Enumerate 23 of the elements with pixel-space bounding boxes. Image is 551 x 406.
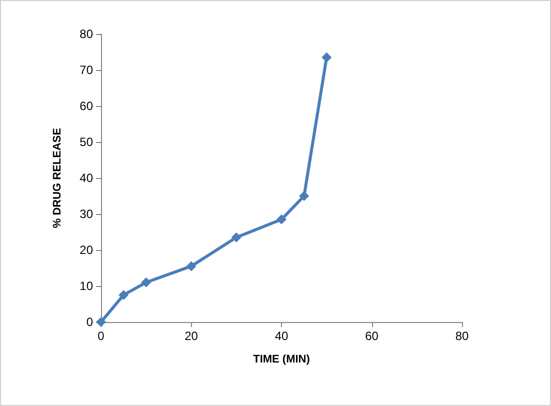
y-tick-label: 20 [80, 243, 94, 257]
y-tick-label: 70 [80, 63, 94, 77]
y-tick-label: 10 [80, 279, 94, 293]
x-tick-label: 40 [274, 329, 288, 343]
point [231, 232, 242, 242]
point [299, 191, 310, 201]
y-tick-label: 60 [80, 99, 94, 113]
x-tick-label: 20 [184, 329, 198, 343]
x-tick-label: 60 [365, 329, 379, 343]
x-tick-label: 0 [98, 329, 105, 343]
x-tick-label: 80 [455, 329, 469, 343]
y-tick-label: 40 [80, 171, 94, 185]
point [276, 214, 286, 224]
y-axis-title: % DRUG RELEASE [52, 128, 64, 228]
point [322, 52, 332, 62]
y-tick-label: 30 [80, 207, 94, 221]
point [186, 261, 196, 272]
point [141, 277, 152, 288]
y-tick-label: 50 [80, 135, 94, 149]
x-axis-title: TIME (MIN) [253, 354, 310, 366]
point [118, 290, 129, 300]
y-tick-label: 80 [80, 27, 94, 41]
y-tick-label: 0 [86, 315, 94, 329]
